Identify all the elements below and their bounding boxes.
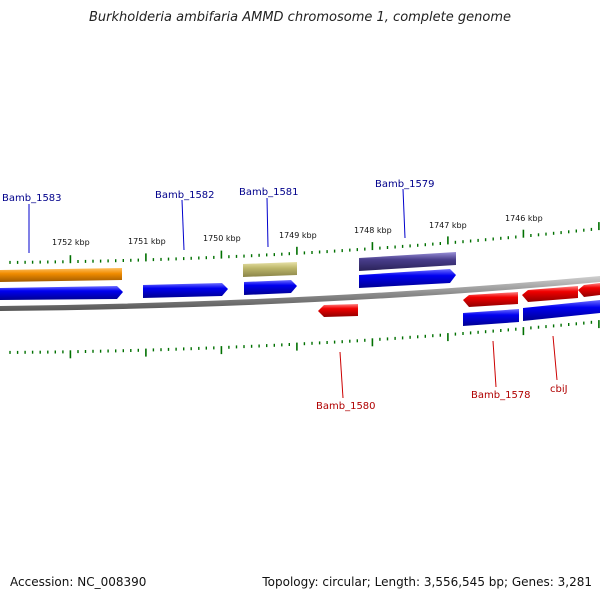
gene-label-bamb-1582: Bamb_1582 [155, 190, 215, 201]
outer-tick-ring [9, 222, 600, 264]
gene-arrow-blue-1581 [244, 280, 297, 295]
gene-arrow-red-1580 [318, 304, 358, 317]
leader-line-bamb-1582 [181, 199, 185, 251]
leader-line-bamb-1581 [266, 197, 269, 248]
tick-label-1747kbp: 1747 kbp [429, 221, 467, 230]
leader-line-bamb-1580 [339, 351, 344, 399]
leader-line-bamb-1579 [402, 188, 406, 239]
gene-arrow-khaki [243, 262, 297, 277]
inner-tick-ring [9, 320, 600, 359]
gene-arrow-blue-1582 [143, 283, 228, 298]
genome-summary-text: Topology: circular; Length: 3,556,545 bp… [262, 575, 592, 589]
tick-label-1749kbp: 1749 kbp [279, 231, 317, 240]
accession-text: Accession: NC_008390 [10, 575, 147, 589]
gene-label-bamb-1579: Bamb_1579 [375, 179, 435, 190]
map-title: Burkholderia ambifaria AMMD chromosome 1… [88, 10, 512, 25]
gene-arrow-red-1578 [463, 292, 518, 307]
tick-label-1752kbp: 1752 kbp [52, 238, 90, 247]
gene-label-bamb-1583: Bamb_1583 [2, 193, 62, 204]
gene-label-bamb-1581: Bamb_1581 [239, 187, 299, 198]
gene-arrow-blue-1579 [359, 269, 456, 288]
gene-arrow-slate [359, 252, 456, 271]
tick-label-1751kbp: 1751 kbp [128, 237, 166, 246]
leader-line-bamb-1578 [492, 340, 497, 388]
gene-label-bamb-1580: Bamb_1580 [316, 401, 376, 412]
leader-line-cbij [552, 335, 558, 381]
gene-arrow-blue-cbiJ [523, 300, 600, 321]
gene-arrow-orange [0, 268, 122, 282]
gene-arrow-blue-1583 [0, 286, 123, 300]
gene-arrow-red-edge [578, 283, 600, 297]
gene-arrow-red-cbiJ [522, 286, 578, 302]
gene-arrow-blue-1578 [463, 309, 519, 326]
tick-label-1750kbp: 1750 kbp [203, 234, 241, 243]
gene-label-cbij: cbiJ [550, 384, 568, 395]
gene-label-bamb-1578: Bamb_1578 [471, 390, 531, 401]
chromosome-backbone [0, 276, 600, 311]
tick-label-1748kbp: 1748 kbp [354, 226, 392, 235]
tick-label-1746kbp: 1746 kbp [505, 214, 543, 223]
